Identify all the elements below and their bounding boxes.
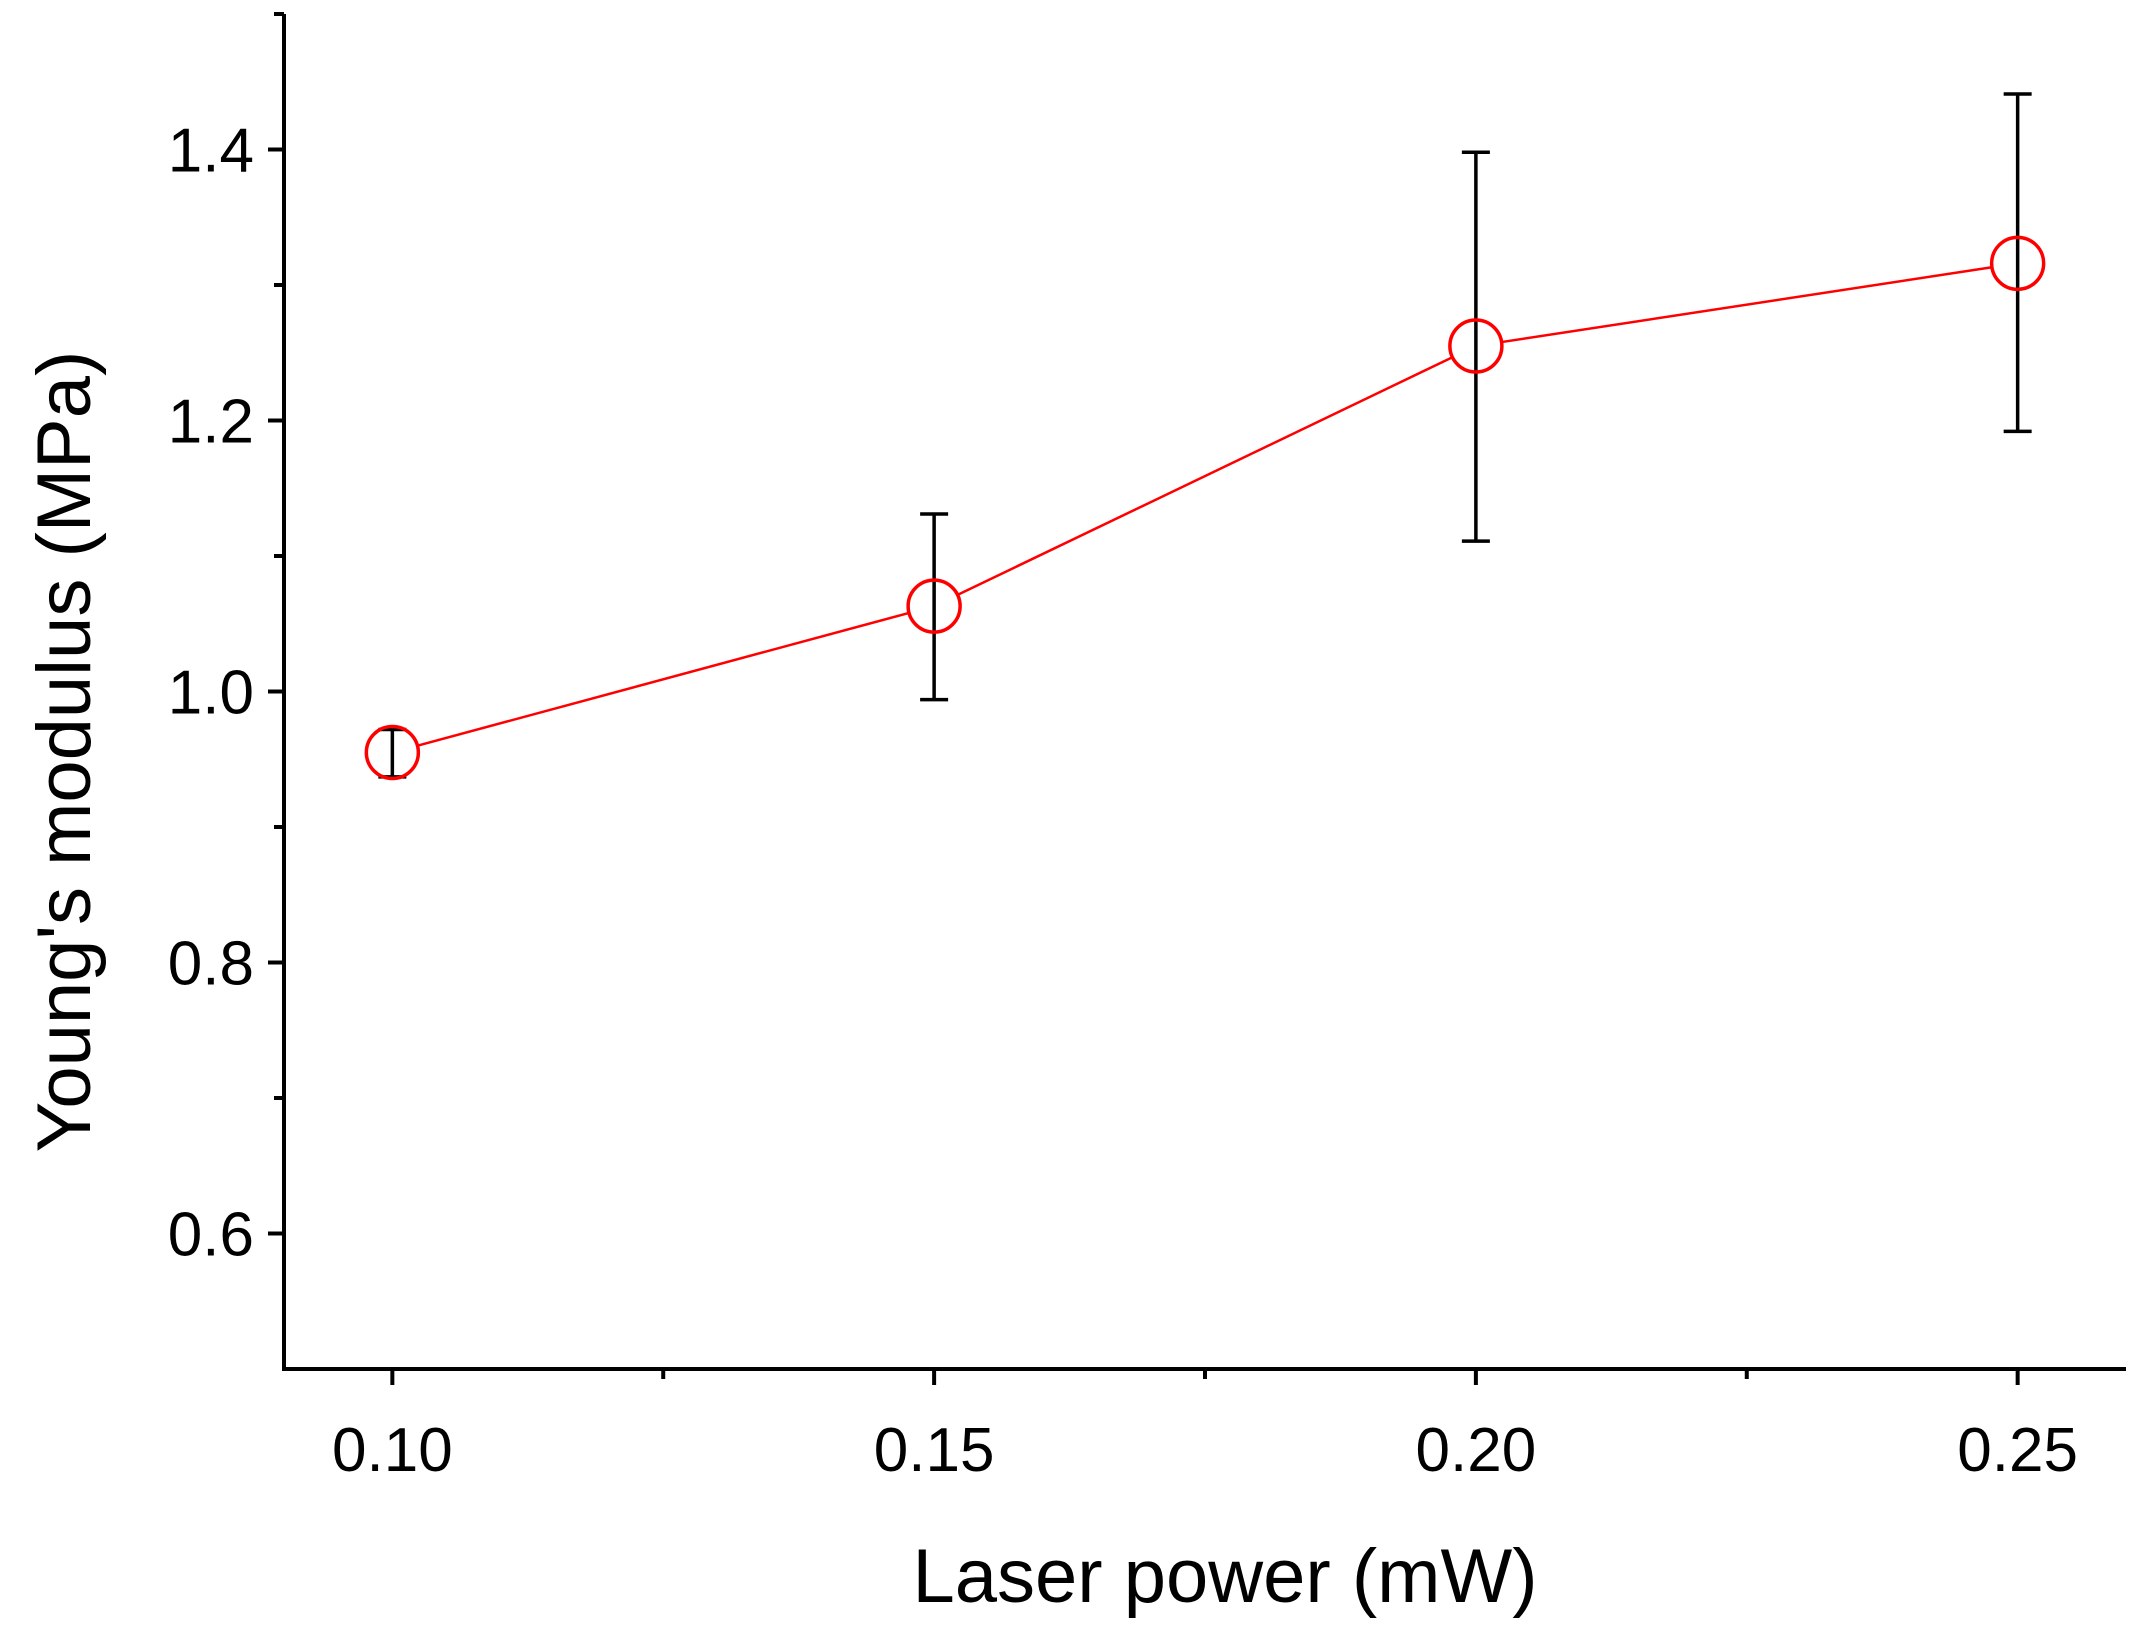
axis-labels: Laser power (mW) Young's modulus (MPa) 0… (22, 117, 2078, 1620)
data-point (364, 724, 421, 781)
series-line-segment (957, 356, 1453, 597)
y-tick-label: 1.4 (168, 117, 254, 186)
y-axis-title: Young's modulus (MPa) (22, 351, 107, 1153)
x-tick-label: 0.25 (1957, 1416, 2078, 1485)
series-line-segment (417, 611, 910, 747)
data-point (1989, 235, 2046, 292)
y-tick-label: 1.0 (168, 659, 254, 728)
plot-area (364, 92, 2046, 781)
x-tick-label: 0.20 (1416, 1416, 1537, 1485)
y-tick-label: 0.8 (168, 930, 254, 999)
y-tick-label: 0.6 (168, 1201, 254, 1270)
y-tick-label: 1.2 (168, 388, 254, 457)
x-tick-label: 0.10 (332, 1416, 453, 1485)
x-tick-label: 0.15 (874, 1416, 995, 1485)
data-point (906, 578, 962, 634)
x-axis-title: Laser power (mW) (913, 1534, 1538, 1619)
data-point (1448, 318, 1504, 374)
series-line-segment (1501, 266, 1993, 344)
axes (268, 12, 2126, 1385)
